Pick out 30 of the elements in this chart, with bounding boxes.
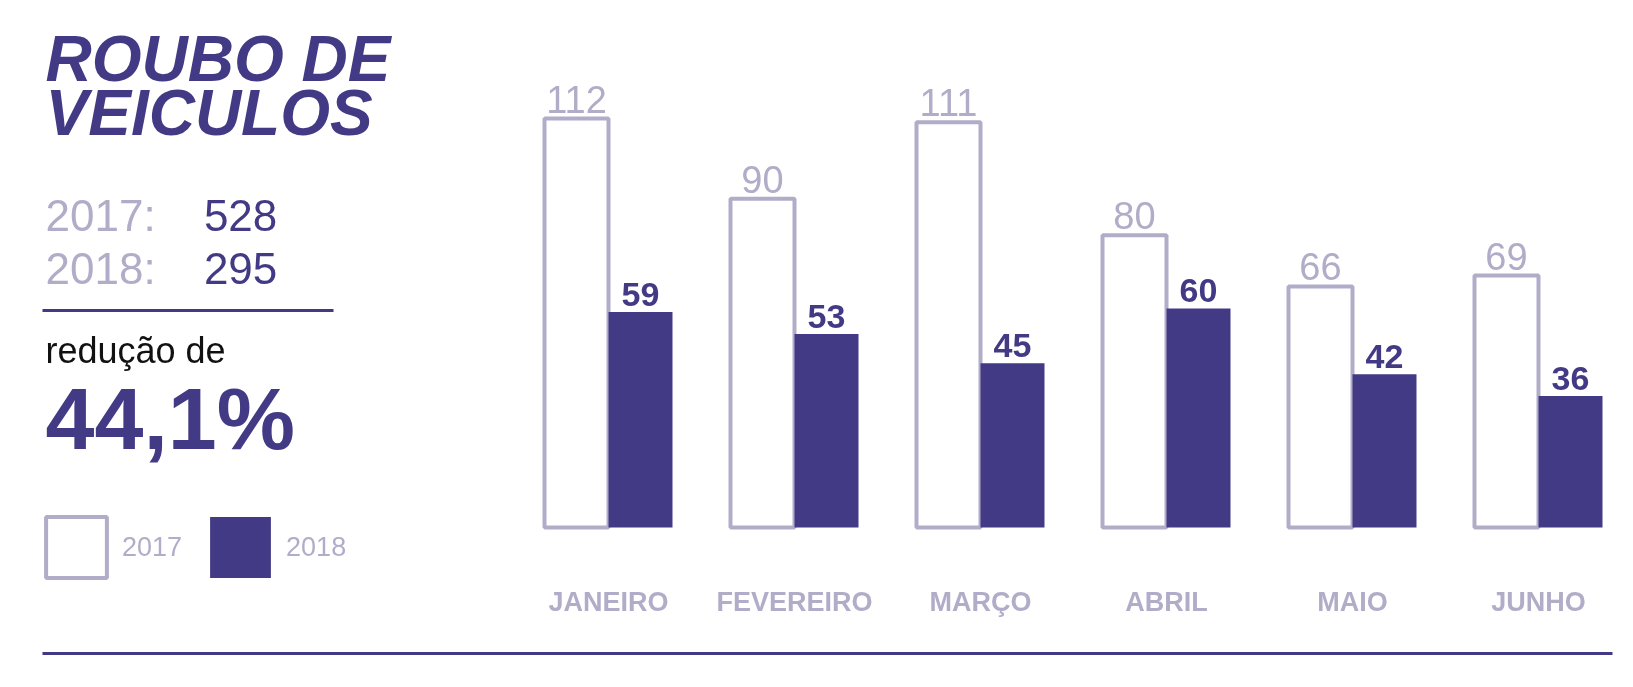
x-tick-label: ABRIL <box>1125 586 1208 617</box>
bar <box>980 363 1045 528</box>
x-tick-label: MARÇO <box>929 586 1032 617</box>
data-label: 36 <box>1551 359 1590 398</box>
text: redução de <box>45 330 226 371</box>
bar <box>1166 308 1231 528</box>
bar <box>1352 374 1417 528</box>
data-label: 80 <box>1113 195 1156 238</box>
bar <box>1538 396 1603 528</box>
bar <box>608 312 673 528</box>
data-label: 45 <box>993 326 1032 365</box>
text: 2018: 295 <box>45 244 278 293</box>
data-label: 90 <box>741 158 784 201</box>
text: 2017: 528 <box>45 191 278 240</box>
data-label: 60 <box>1179 271 1218 310</box>
chart-title: ROUBO DE VEICULOS <box>45 22 393 149</box>
legend-label: 2017 <box>122 531 183 563</box>
data-label: 66 <box>1299 246 1342 289</box>
data-label: 111 <box>919 82 978 125</box>
bar <box>794 333 859 528</box>
x-tick-label: FEVEREIRO <box>716 586 873 617</box>
data-label: 59 <box>621 275 660 314</box>
x-tick-label: JUNHO <box>1491 586 1586 617</box>
data-label: 53 <box>807 296 846 335</box>
data-label: 42 <box>1365 337 1404 376</box>
x-tick-label: MAIO <box>1317 586 1388 617</box>
x-tick-label: JANEIRO <box>548 586 669 617</box>
data-label: 112 <box>546 78 607 121</box>
legend-label: 2018 <box>286 531 347 563</box>
data-label: 69 <box>1485 235 1528 278</box>
